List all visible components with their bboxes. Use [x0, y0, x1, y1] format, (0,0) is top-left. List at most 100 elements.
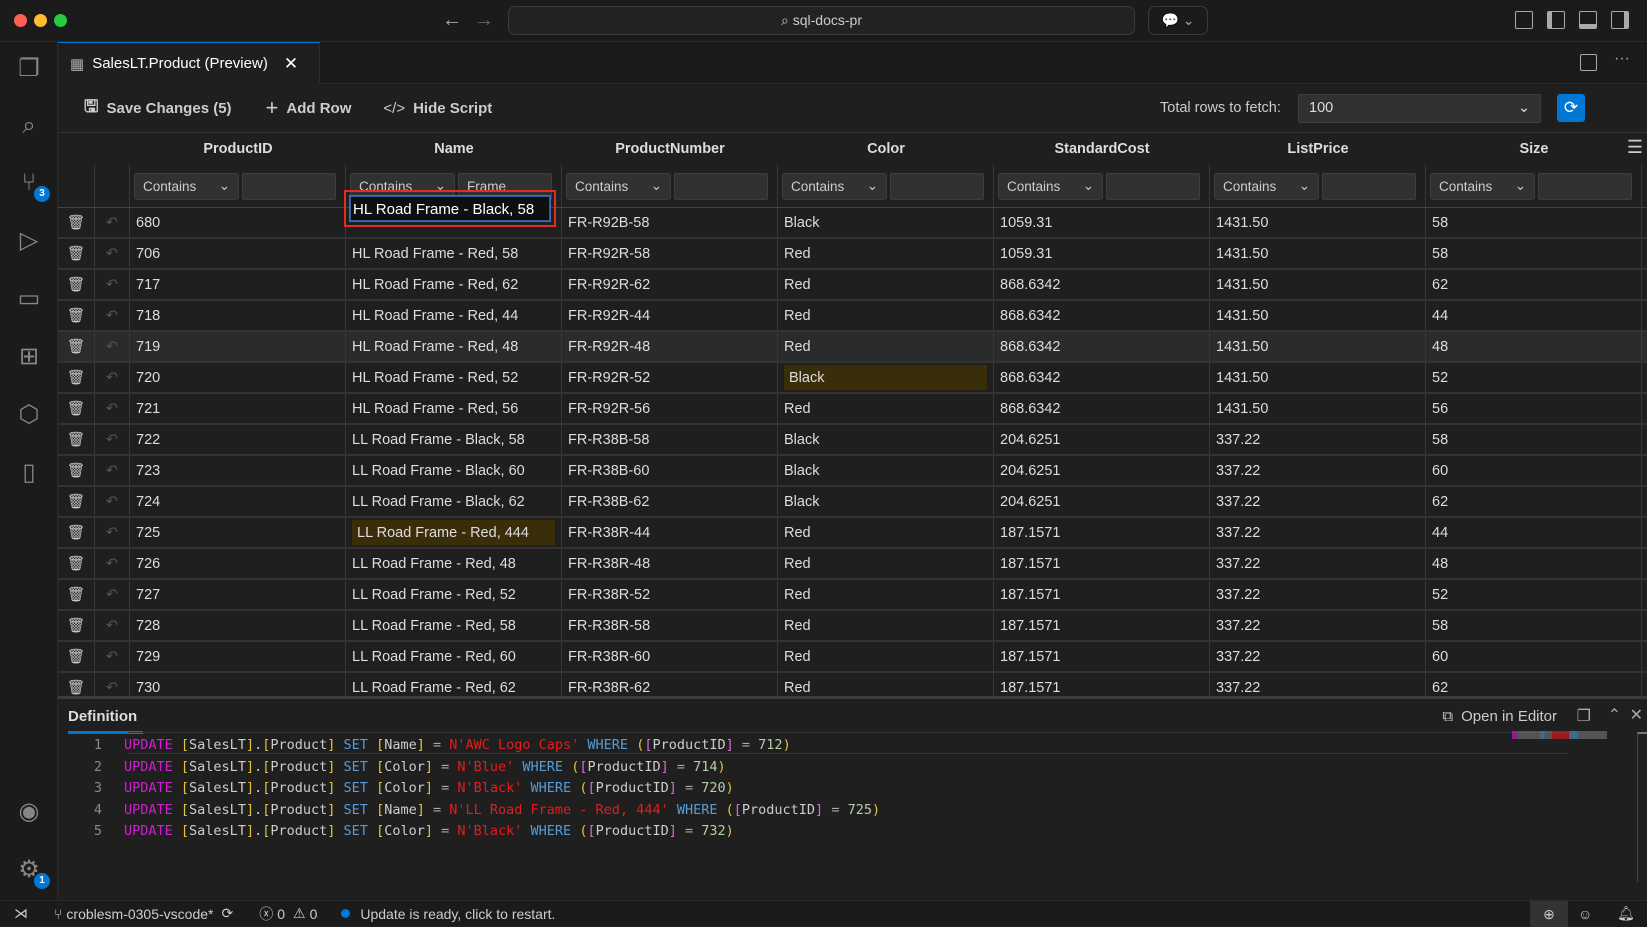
delete-row-icon[interactable]: 🗑︎: [58, 487, 95, 516]
error-icon[interactable]: ⓧ: [259, 905, 274, 922]
filter-value-input[interactable]: [890, 172, 984, 200]
delete-row-icon[interactable]: 🗑︎: [58, 270, 95, 299]
delete-row-icon[interactable]: 🗑︎: [58, 301, 95, 330]
table-cell[interactable]: Black: [778, 456, 994, 485]
table-cell[interactable]: 1059.31: [994, 239, 1210, 268]
table-cell[interactable]: FR-R92R-62: [562, 270, 778, 299]
rows-to-fetch-select[interactable]: 100 ⌄: [1298, 93, 1541, 123]
table-cell[interactable]: LL Road Frame - Red, 62: [346, 673, 562, 696]
remote-explorer-icon[interactable]: ▭: [17, 285, 41, 312]
table-cell[interactable]: 62: [1426, 673, 1642, 696]
revert-row-icon[interactable]: ↶: [95, 456, 130, 485]
delete-row-icon[interactable]: 🗑︎: [58, 642, 95, 671]
table-cell[interactable]: 1431.50: [1210, 239, 1426, 268]
table-cell[interactable]: LL Road Frame - Red, 52: [346, 580, 562, 609]
table-cell[interactable]: 58: [1426, 208, 1642, 237]
hide-script-button[interactable]: </> Hide Script: [383, 99, 493, 117]
command-center-search[interactable]: ⌕ sql-docs-pr: [508, 6, 1135, 35]
column-header-color[interactable]: Color: [867, 141, 905, 157]
delete-row-icon[interactable]: 🗑︎: [58, 611, 95, 640]
filter-value-input[interactable]: [674, 172, 768, 200]
table-cell[interactable]: FR-R38B-58: [562, 425, 778, 454]
table-cell[interactable]: 337.22: [1210, 642, 1426, 671]
table-cell[interactable]: 868.6342: [994, 363, 1210, 392]
table-cell[interactable]: HL Road Frame - Red, 44: [346, 301, 562, 330]
revert-row-icon[interactable]: ↶: [95, 363, 130, 392]
table-cell[interactable]: 337.22: [1210, 611, 1426, 640]
table-cell[interactable]: 337.22: [1210, 456, 1426, 485]
chevron-up-icon[interactable]: ⌃: [1607, 707, 1621, 724]
table-row[interactable]: 🗑︎ ↶ 706 HL Road Frame - Red, 58 FR-R92R-58 R…: [58, 239, 1647, 270]
customize-layout-icon[interactable]: [1515, 11, 1533, 29]
table-cell[interactable]: 187.1571: [994, 580, 1210, 609]
table-cell[interactable]: Red: [778, 611, 994, 640]
table-cell[interactable]: LL Road Frame - Red, 60: [346, 642, 562, 671]
table-cell[interactable]: 722: [130, 425, 346, 454]
table-cell[interactable]: 204.6251: [994, 487, 1210, 516]
table-cell[interactable]: FR-R38R-44: [562, 518, 778, 547]
column-header-name[interactable]: Name: [434, 141, 474, 157]
extensions-icon[interactable]: ⊞: [18, 343, 40, 370]
table-cell[interactable]: 337.22: [1210, 518, 1426, 547]
table-cell[interactable]: 1431.50: [1210, 363, 1426, 392]
copy-icon[interactable]: ❐: [1576, 708, 1591, 725]
table-cell[interactable]: HL Road Frame - Red, 56: [346, 394, 562, 423]
table-cell[interactable]: LL Road Frame - Red, 48: [346, 549, 562, 578]
toggle-sidebar-icon[interactable]: [1547, 11, 1565, 29]
branch-name[interactable]: croblesm-0305-vscode*: [66, 905, 214, 922]
table-cell[interactable]: FR-R38R-48: [562, 549, 778, 578]
sync-icon[interactable]: ⟳: [221, 905, 234, 921]
remote-icon[interactable]: ⋊: [14, 905, 28, 921]
account-icon[interactable]: ◉: [18, 798, 40, 825]
table-cell[interactable]: 723: [130, 456, 346, 485]
split-editor-icon[interactable]: [1580, 54, 1597, 71]
table-row[interactable]: 🗑︎ ↶ 719 HL Road Frame - Red, 48 FR-R92R-48 R…: [58, 332, 1647, 363]
table-cell[interactable]: 725: [130, 518, 346, 547]
table-cell[interactable]: FR-R38R-60: [562, 642, 778, 671]
editor-scrollbar[interactable]: [1637, 732, 1647, 882]
table-cell[interactable]: 187.1571: [994, 549, 1210, 578]
table-cell[interactable]: 337.22: [1210, 580, 1426, 609]
table-cell[interactable]: Red: [778, 642, 994, 671]
table-cell[interactable]: HL Road Frame - Red, 58: [346, 239, 562, 268]
table-cell[interactable]: LL Road Frame - Black, 60: [346, 456, 562, 485]
tab-salesl-product[interactable]: ▦ SalesLT.Product (Preview) ✕: [58, 42, 320, 84]
filter-operator-select[interactable]: Contains ⌄: [782, 172, 887, 200]
table-cell[interactable]: FR-R92R-56: [562, 394, 778, 423]
table-cell[interactable]: 868.6342: [994, 394, 1210, 423]
update-message[interactable]: Update is ready, click to restart.: [360, 905, 556, 922]
search-icon[interactable]: ⌕: [22, 112, 36, 139]
table-row[interactable]: 🗑︎ ↶ 717 HL Road Frame - Red, 62 FR-R92R-62 R…: [58, 270, 1647, 301]
close-tab-icon[interactable]: ✕: [283, 53, 299, 73]
table-cell[interactable]: 721: [130, 394, 346, 423]
table-row[interactable]: 🗑︎ ↶ 718 HL Road Frame - Red, 44 FR-R92R-44 R…: [58, 301, 1647, 332]
table-cell[interactable]: FR-R92R-44: [562, 301, 778, 330]
delete-row-icon[interactable]: 🗑︎: [58, 239, 95, 268]
table-cell[interactable]: 62: [1426, 487, 1642, 516]
table-cell[interactable]: Black: [778, 363, 994, 392]
revert-row-icon[interactable]: ↶: [95, 642, 130, 671]
toggle-panel-icon[interactable]: [1579, 11, 1597, 29]
source-control-icon[interactable]: ⑂ 3: [14, 168, 50, 202]
table-cell[interactable]: FR-R92R-58: [562, 239, 778, 268]
table-row[interactable]: 🗑︎ ↶ 723 LL Road Frame - Black, 60 FR-R38B-6…: [58, 456, 1647, 487]
table-row[interactable]: 🗑︎ ↶ 722 LL Road Frame - Black, 58 FR-R38B-5…: [58, 425, 1647, 456]
close-panel-icon[interactable]: ✕: [1629, 707, 1643, 724]
table-cell[interactable]: 337.22: [1210, 673, 1426, 696]
add-row-button[interactable]: + Add Row: [265, 95, 352, 120]
filter-operator-select[interactable]: Contains ⌄: [1214, 172, 1319, 200]
table-row[interactable]: 🗑︎ ↶ 725 LL Road Frame - Red, 444 FR-R38R-44…: [58, 518, 1647, 549]
filter-value-input[interactable]: [1322, 172, 1416, 200]
delete-row-icon[interactable]: 🗑︎: [58, 425, 95, 454]
column-header-standardcost[interactable]: StandardCost: [1054, 141, 1150, 157]
table-cell[interactable]: 58: [1426, 425, 1642, 454]
book-icon[interactable]: ▯: [22, 459, 36, 486]
delete-row-icon[interactable]: 🗑︎: [58, 518, 95, 547]
table-cell[interactable]: Red: [778, 518, 994, 547]
table-cell[interactable]: 730: [130, 673, 346, 696]
maximize-window-button[interactable]: [54, 14, 67, 27]
table-cell[interactable]: 717: [130, 270, 346, 299]
table-cell[interactable]: LL Road Frame - Red, 444: [346, 518, 562, 547]
delete-row-icon[interactable]: 🗑︎: [58, 363, 95, 392]
table-cell[interactable]: Red: [778, 580, 994, 609]
